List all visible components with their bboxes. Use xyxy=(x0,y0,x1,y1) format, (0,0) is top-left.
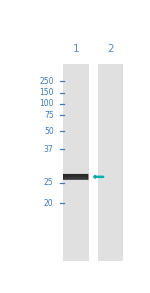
FancyBboxPatch shape xyxy=(64,177,87,180)
Bar xyxy=(98,64,123,261)
Text: 37: 37 xyxy=(44,144,54,154)
Text: 1: 1 xyxy=(72,44,79,54)
Text: 100: 100 xyxy=(39,99,54,108)
Text: 75: 75 xyxy=(44,111,54,120)
Text: 250: 250 xyxy=(39,77,54,86)
Text: 2: 2 xyxy=(107,44,114,54)
Text: 150: 150 xyxy=(39,88,54,97)
Bar xyxy=(63,64,88,261)
Text: 50: 50 xyxy=(44,127,54,136)
Text: 20: 20 xyxy=(44,199,54,208)
FancyBboxPatch shape xyxy=(63,174,88,180)
Text: 25: 25 xyxy=(44,178,54,188)
